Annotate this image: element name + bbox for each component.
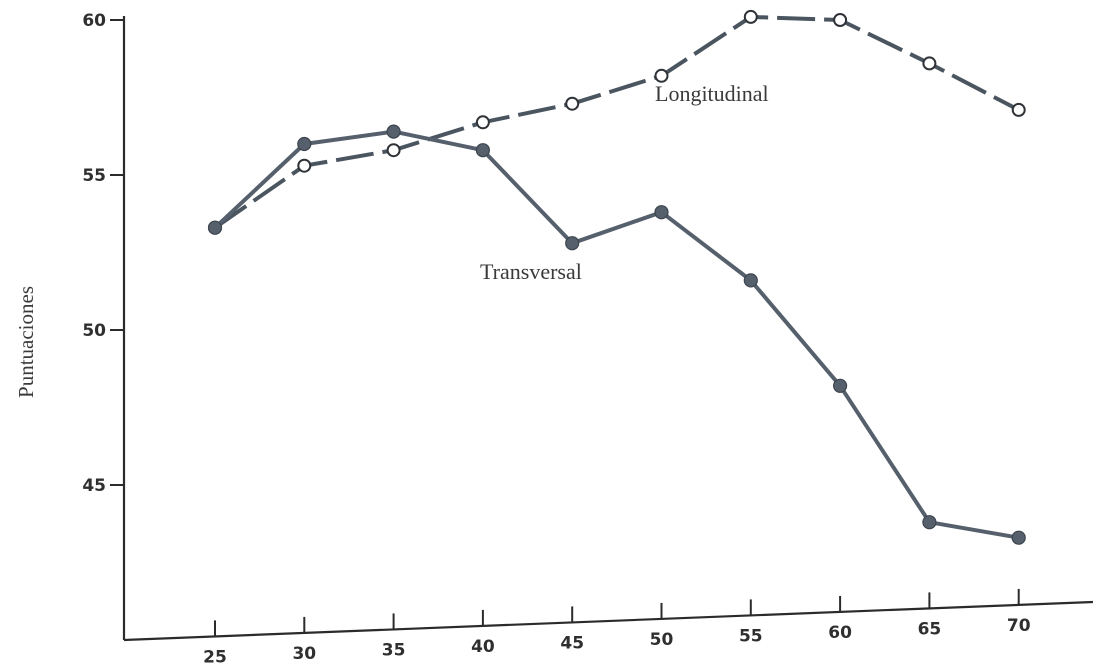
x-tick-label: 65 — [918, 619, 942, 639]
data-point — [1011, 102, 1026, 117]
data-point — [654, 68, 669, 83]
x-tick-label: 40 — [471, 637, 495, 657]
series-longitudinal: Longitudinal — [208, 9, 1026, 235]
data-point — [207, 220, 223, 235]
x-tick-label: 45 — [560, 633, 584, 653]
data-point — [475, 143, 490, 158]
data-point — [743, 9, 758, 24]
data-point — [1011, 530, 1026, 545]
y-axis-ticks: 45 50 55 60 — [82, 11, 124, 496]
data-point — [565, 96, 580, 111]
data-point — [922, 515, 937, 530]
data-point — [565, 236, 580, 251]
x-tick-label: 70 — [1007, 616, 1031, 636]
data-point — [297, 136, 312, 152]
axes — [122, 16, 1093, 642]
x-tick-label: 55 — [739, 626, 763, 646]
x-tick-label: 25 — [203, 647, 227, 667]
data-point — [832, 378, 848, 393]
series-layer: Longitudinal Transversal — [207, 9, 1026, 545]
x-tick-label: 35 — [382, 640, 406, 660]
data-point — [475, 115, 490, 130]
data-point — [386, 143, 401, 158]
data-point — [922, 56, 937, 71]
x-tick-label: 50 — [650, 630, 674, 650]
x-axis-ticks: 25 30 35 40 45 50 55 60 65 70 — [203, 588, 1031, 667]
y-tick-label: 60 — [82, 11, 106, 31]
y-tick-label: 50 — [82, 321, 106, 341]
x-axis-line — [123, 600, 1093, 642]
series-label: Transversal — [480, 259, 582, 284]
x-tick-label: 30 — [292, 644, 316, 664]
series-line — [213, 129, 1020, 540]
data-point — [297, 158, 312, 173]
series-transversal: Transversal — [207, 124, 1026, 545]
data-point — [386, 124, 401, 139]
y-tick-label: 55 — [82, 166, 106, 186]
series-line — [213, 14, 1020, 230]
x-tick-label: 60 — [828, 623, 852, 643]
series-label: Longitudinal — [655, 81, 769, 106]
data-point — [743, 273, 758, 288]
y-tick-label: 45 — [82, 476, 106, 496]
data-point — [833, 13, 848, 27]
y-axis-title: Puntuaciones — [14, 286, 38, 398]
data-point — [654, 205, 669, 220]
